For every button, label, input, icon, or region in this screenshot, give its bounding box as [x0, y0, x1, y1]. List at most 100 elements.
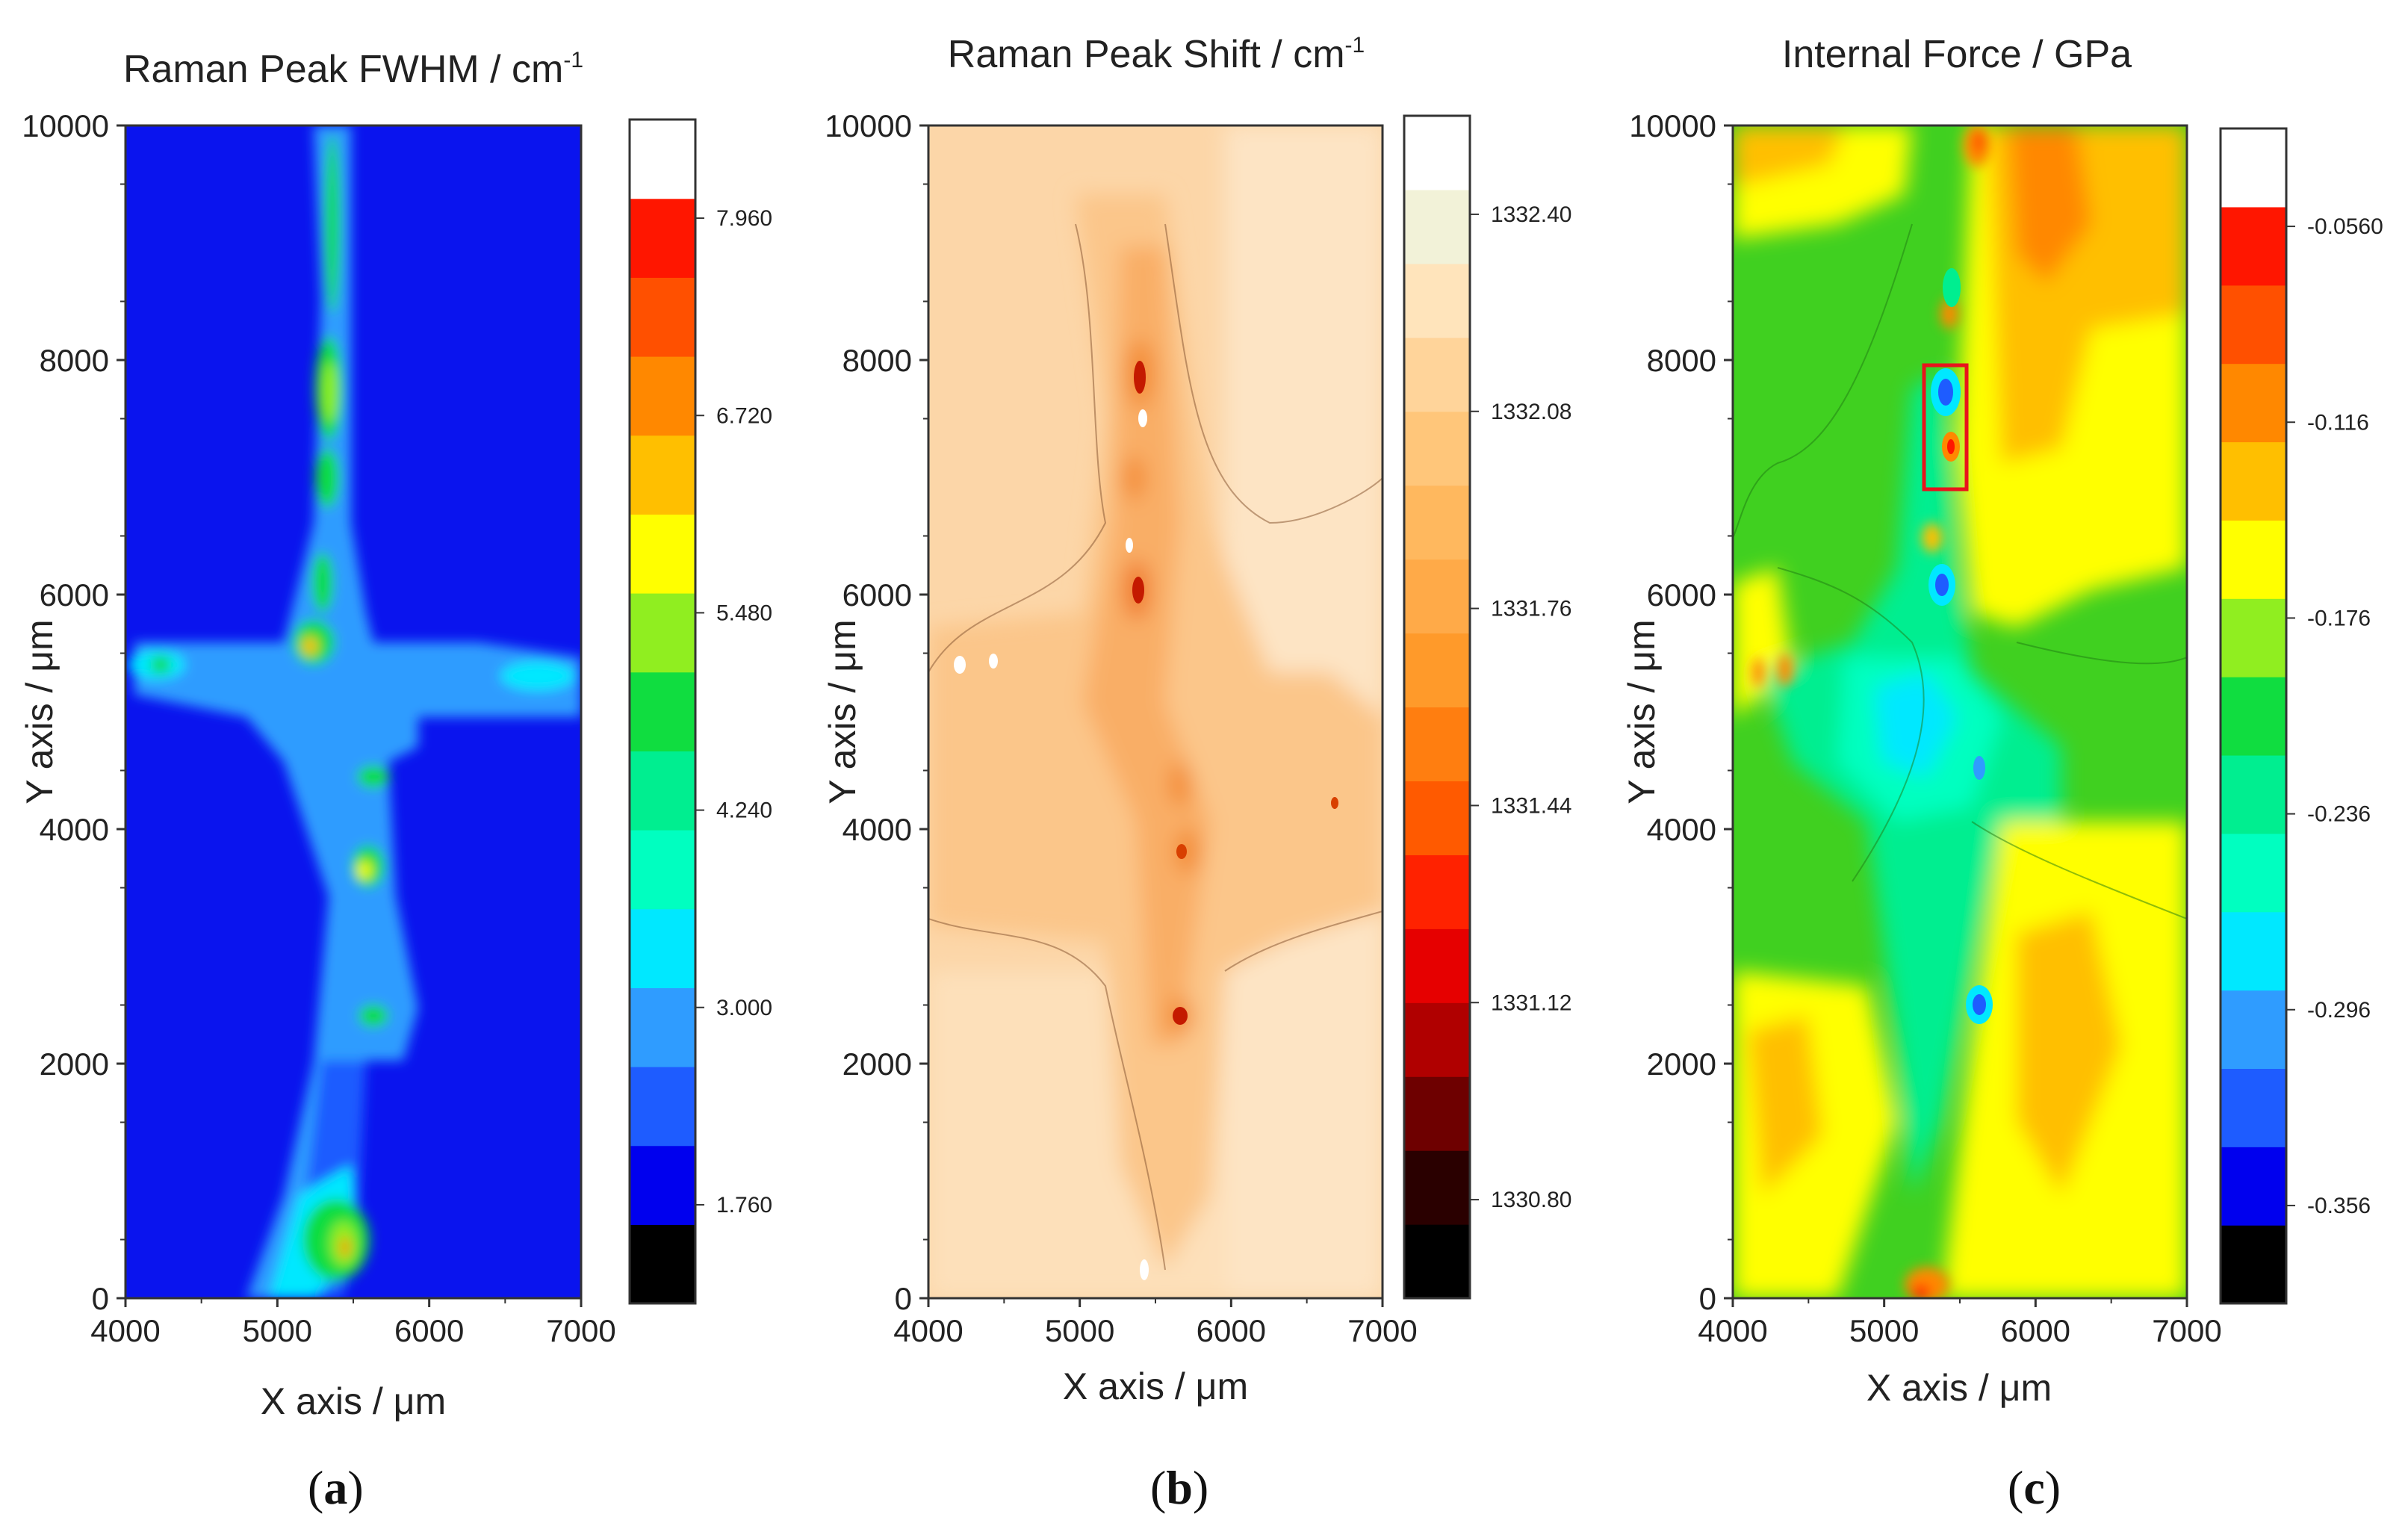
colorbar-tick-label: 1.760: [716, 1193, 772, 1218]
colorbar-swatch: [2221, 363, 2286, 443]
y-tick-label: 0: [1699, 1281, 1716, 1316]
colorbar-tick-label: 3.000: [716, 996, 772, 1020]
colorbar-tick-label: 5.480: [716, 601, 772, 625]
panel-c-label: (c): [2008, 1461, 2061, 1514]
x-tick-label: 7000: [2152, 1313, 2221, 1348]
y-tick-label: 0: [895, 1281, 912, 1316]
colorbar-swatch: [1404, 633, 1470, 708]
colorbar-swatch: [2221, 441, 2286, 521]
y-tick-label: 4000: [40, 812, 109, 847]
panel-c-axes: 4000 5000 6000 7000 0 2000 4000 6000 8000 10000: [1629, 108, 2222, 1348]
colorbar-swatch: [1404, 189, 1470, 264]
panel-a-axes: 4000 5000 6000 7000 0 2000 4000 6000 8000 10000: [22, 108, 616, 1348]
panel-a-colorbar: 1.760 3.000 4.240 5.480 6.720 7.960: [628, 118, 772, 1305]
colorbar-swatch: [1404, 781, 1470, 855]
colorbar-swatch: [1404, 1002, 1470, 1077]
stress-highlight-box: [1922, 363, 1969, 491]
colorbar-tick-label: 1331.44: [1491, 793, 1571, 818]
colorbar-tick-label: -0.116: [2307, 410, 2369, 435]
colorbar-tick-label: 1332.40: [1491, 202, 1571, 227]
colorbar-swatch: [2221, 285, 2286, 365]
colorbar-swatch: [630, 514, 695, 594]
panel-b-label: (b): [1150, 1461, 1209, 1514]
panel-c-colorbar: -0.356 -0.296 -0.236 -0.176 -0.116 -0.0560: [2219, 127, 2383, 1305]
colorbar-swatch: [2221, 1225, 2286, 1304]
panel-b: Raman Peak Shift / cm-1: [822, 33, 1571, 1407]
x-tick-label: 7000: [546, 1313, 615, 1348]
colorbar-swatch: [1404, 1150, 1470, 1225]
x-tick-label: 5000: [1045, 1313, 1114, 1348]
colorbar-tick-label: 4.240: [716, 798, 772, 823]
y-tick-label: 6000: [40, 577, 109, 612]
x-tick-label: 4000: [90, 1313, 160, 1348]
panel-c-xlabel: X axis / μm: [1866, 1367, 2052, 1409]
colorbar-frame: [2219, 127, 2288, 1305]
y-tick-label: 8000: [1647, 343, 1716, 378]
x-tick-label: 4000: [1698, 1313, 1767, 1348]
y-tick-label: 2000: [1647, 1046, 1716, 1082]
colorbar-tick-label: -0.176: [2307, 606, 2371, 630]
colorbar-tick-label: 1331.76: [1491, 597, 1571, 621]
colorbar-swatch: [2221, 677, 2286, 756]
colorbar-swatch: [1404, 559, 1470, 634]
colorbar-tick-label: -0.0560: [2307, 214, 2383, 239]
panel-b-title: Raman Peak Shift / cm-1: [948, 33, 1365, 76]
y-tick-label: 4000: [1647, 812, 1716, 847]
panel-b-axes: 4000 5000 6000 7000 0 2000 4000 6000 8000 10000: [825, 108, 1418, 1348]
colorbar-swatch: [2221, 128, 2286, 208]
colorbar-tick-label: 7.960: [716, 206, 772, 231]
colorbar-frame: [628, 118, 697, 1305]
colorbar-swatch: [1404, 337, 1470, 412]
colorbar-swatch: [630, 908, 695, 988]
y-tick-label: 10000: [22, 108, 109, 143]
colorbar-tick-label: -0.296: [2307, 998, 2371, 1023]
colorbar-swatch: [1404, 928, 1470, 1003]
colorbar-swatch: [2221, 1147, 2286, 1226]
panel-b-xlabel: X axis / μm: [1063, 1365, 1248, 1407]
y-tick-label: 10000: [825, 108, 912, 143]
colorbar-swatch: [1404, 707, 1470, 782]
y-tick-label: 8000: [40, 343, 109, 378]
x-tick-label: 7000: [1347, 1313, 1417, 1348]
colorbar-frame: [1403, 114, 1471, 1300]
colorbar-tick-label: 1330.80: [1491, 1188, 1571, 1212]
panel-b-heatmap: [928, 125, 1383, 1298]
panel-a-xlabel: X axis / μm: [261, 1380, 446, 1422]
colorbar-tick-label: -0.356: [2307, 1194, 2371, 1218]
colorbar-swatch: [630, 277, 695, 357]
x-tick-label: 6000: [1197, 1313, 1266, 1348]
colorbar-swatch: [1404, 1076, 1470, 1151]
colorbar-swatch: [1404, 116, 1470, 190]
x-tick-label: 4000: [893, 1313, 963, 1348]
panel-a: Raman Peak FWHM / cm-1: [19, 48, 772, 1422]
x-tick-label: 6000: [394, 1313, 464, 1348]
colorbar-swatch: [630, 356, 695, 436]
colorbar-swatch: [630, 1224, 695, 1304]
colorbar-swatch: [1404, 855, 1470, 929]
panel-b-ylabel: Y axis / μm: [822, 619, 863, 804]
colorbar-swatch: [630, 198, 695, 278]
colorbar-swatch: [2221, 1068, 2286, 1147]
colorbar-swatch: [2221, 833, 2286, 913]
colorbar-swatch: [2221, 990, 2286, 1069]
colorbar-tick-label: 1331.12: [1491, 990, 1571, 1015]
colorbar-swatch: [1404, 485, 1470, 560]
y-tick-label: 2000: [40, 1046, 109, 1082]
colorbar-tick-label: 1332.08: [1491, 400, 1571, 424]
x-tick-label: 5000: [243, 1313, 312, 1348]
panel-a-label: (a): [308, 1461, 364, 1514]
colorbar-swatch: [630, 593, 695, 673]
y-tick-label: 6000: [1647, 577, 1716, 612]
colorbar-swatch: [630, 1145, 695, 1225]
panel-a-title: Raman Peak FWHM / cm-1: [123, 48, 583, 91]
colorbar-swatch: [630, 987, 695, 1067]
panel-a-ylabel: Y axis / μm: [19, 619, 60, 804]
colorbar-swatch: [2221, 911, 2286, 991]
panel-b-colorbar: 1330.80 1331.12 1331.44 1331.76 1332.08 1332.…: [1403, 114, 1571, 1300]
y-tick-label: 10000: [1629, 108, 1716, 143]
x-tick-label: 5000: [1849, 1313, 1919, 1348]
colorbar-swatch: [2221, 206, 2286, 286]
colorbar-swatch: [630, 751, 695, 831]
colorbar-swatch: [630, 830, 695, 910]
